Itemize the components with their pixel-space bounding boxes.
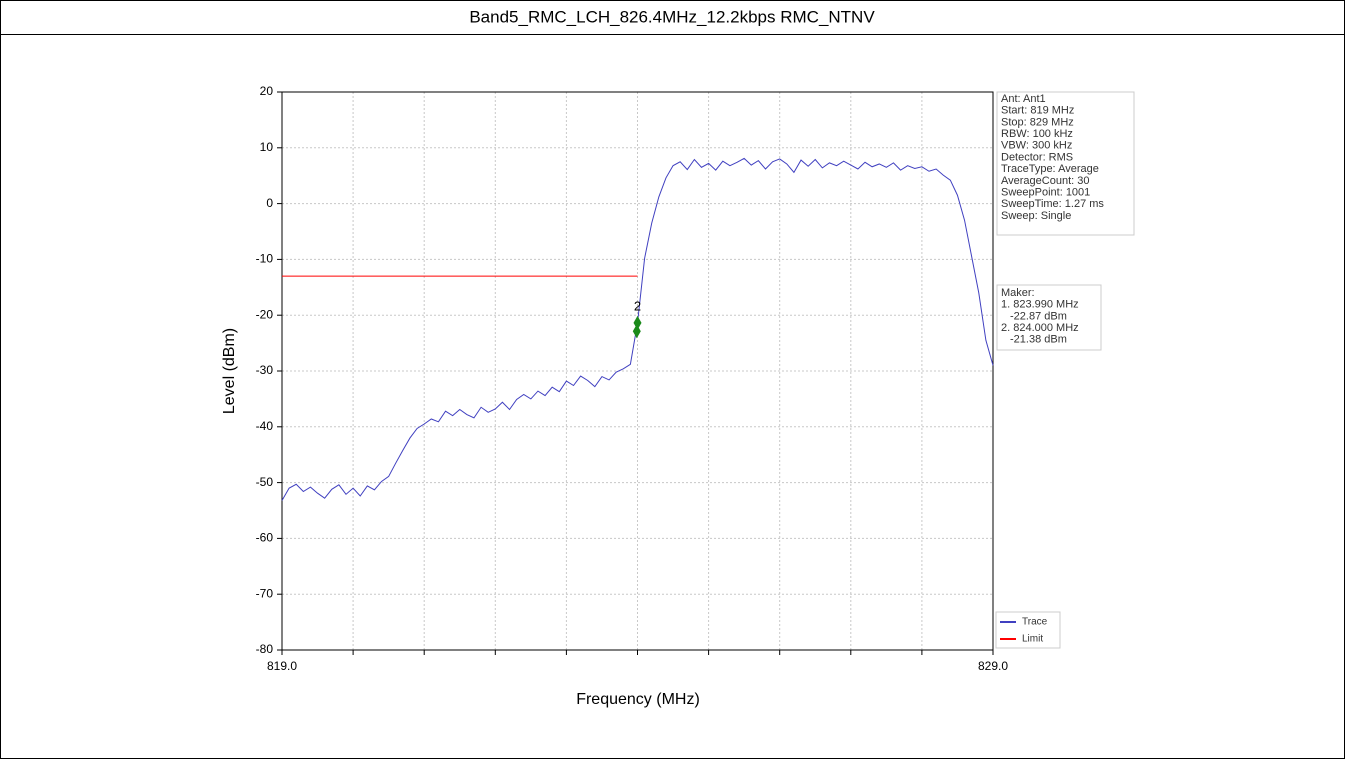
x-tick-label: 819.0 — [267, 659, 297, 673]
info-line: RBW: 100 kHz — [1001, 128, 1073, 140]
y-tick-label: -40 — [256, 419, 274, 433]
marker-box — [996, 284, 1102, 351]
y-tick-label: 10 — [260, 140, 274, 154]
y-tick-label: -80 — [256, 642, 274, 656]
info-line: Stop: 829 MHz — [1001, 116, 1074, 128]
info-line: SweepTime: 1.27 ms — [1001, 198, 1104, 210]
y-tick-label: 0 — [266, 196, 273, 210]
legend-box — [995, 611, 1061, 649]
info-line: Ant: Ant1 — [1001, 93, 1046, 105]
y-tick-label: -10 — [256, 252, 274, 266]
marker — [632, 324, 641, 339]
chart-title: Band5_RMC_LCH_826.4MHz_12.2kbps RMC_NTNV — [469, 7, 875, 26]
marker-info-line: 2. 824.000 MHz — [1001, 322, 1079, 334]
info-line: VBW: 300 kHz — [1001, 140, 1072, 152]
plot-frame — [281, 91, 994, 651]
y-tick-label: -50 — [256, 475, 274, 489]
legend-label: Limit — [1022, 634, 1043, 645]
info-line: Sweep: Single — [1001, 210, 1071, 222]
y-tick-label: -30 — [256, 363, 274, 377]
info-box — [996, 91, 1135, 236]
x-tick-label: 829.0 — [978, 659, 1008, 673]
marker-info-line: -22.87 dBm — [1010, 310, 1067, 322]
y-tick-label: -20 — [256, 307, 274, 321]
y-tick-label: 20 — [260, 84, 274, 98]
x-axis-label: Frequency (MHz) — [576, 691, 700, 708]
y-tick-label: -70 — [256, 586, 274, 600]
marker-info-line: Maker: — [1001, 287, 1035, 299]
info-line: TraceType: Average — [1001, 163, 1099, 175]
y-axis-label: Level (dBm) — [221, 328, 238, 414]
marker-info-line: 1. 823.990 MHz — [1001, 299, 1079, 311]
marker-info-line: -21.38 dBm — [1010, 334, 1067, 346]
info-line: Start: 819 MHz — [1001, 105, 1074, 117]
legend-label: Trace — [1022, 617, 1048, 628]
marker — [633, 315, 642, 330]
info-line: Detector: RMS — [1001, 151, 1073, 163]
marker-label: 2 — [634, 298, 641, 313]
y-tick-label: -60 — [256, 531, 274, 545]
info-line: SweepPoint: 1001 — [1001, 187, 1090, 199]
info-line: AverageCount: 30 — [1001, 175, 1089, 187]
